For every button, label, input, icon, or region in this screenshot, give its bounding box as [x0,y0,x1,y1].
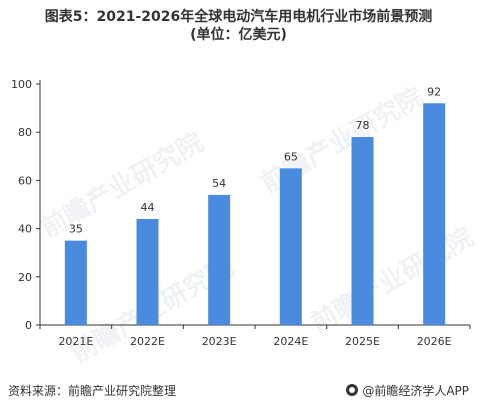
x-tick-label: 2022E [130,335,165,348]
data-label: 35 [69,223,83,236]
source-note: 资料来源：前瞻产业研究院整理 [8,383,177,398]
footer: 资料来源：前瞻产业研究院整理 @前瞻经济学人APP [8,381,469,399]
chart-title-unit: (单位：亿美元) [190,27,287,43]
chart-title-line1: 图表5：2021-2026年全球电动汽车用电机行业市场前景预测 [44,9,433,25]
bar [351,137,374,325]
x-tick-label: 2025E [345,335,380,348]
bar [208,194,231,325]
bar [423,103,446,325]
bar [136,218,159,325]
brand-name: @前瞻经济学人APP [362,383,469,398]
x-tick-label: 2026E [417,335,452,348]
data-label: 65 [284,150,298,163]
y-tick-label: 80 [18,126,32,139]
y-tick-label: 0 [25,319,32,332]
brand-logo-icon [346,384,359,396]
x-tick-label: 2024E [273,335,308,348]
data-label: 92 [427,85,441,98]
data-label: 78 [356,119,370,132]
y-tick-label: 20 [18,271,32,284]
bar [279,168,302,325]
chart-title: 图表5：2021-2026年全球电动汽车用电机行业市场前景预测 (单位：亿美元) [0,8,477,44]
brand: @前瞻经济学人APP [346,382,469,399]
data-label: 54 [212,177,226,190]
x-tick-label: 2023E [202,335,237,348]
data-label: 44 [141,201,155,214]
y-tick-label: 40 [18,223,32,236]
x-tick-label: 2021E [58,335,93,348]
y-tick-label: 60 [18,174,32,187]
y-tick-label: 100 [11,78,32,91]
bar [64,240,87,325]
